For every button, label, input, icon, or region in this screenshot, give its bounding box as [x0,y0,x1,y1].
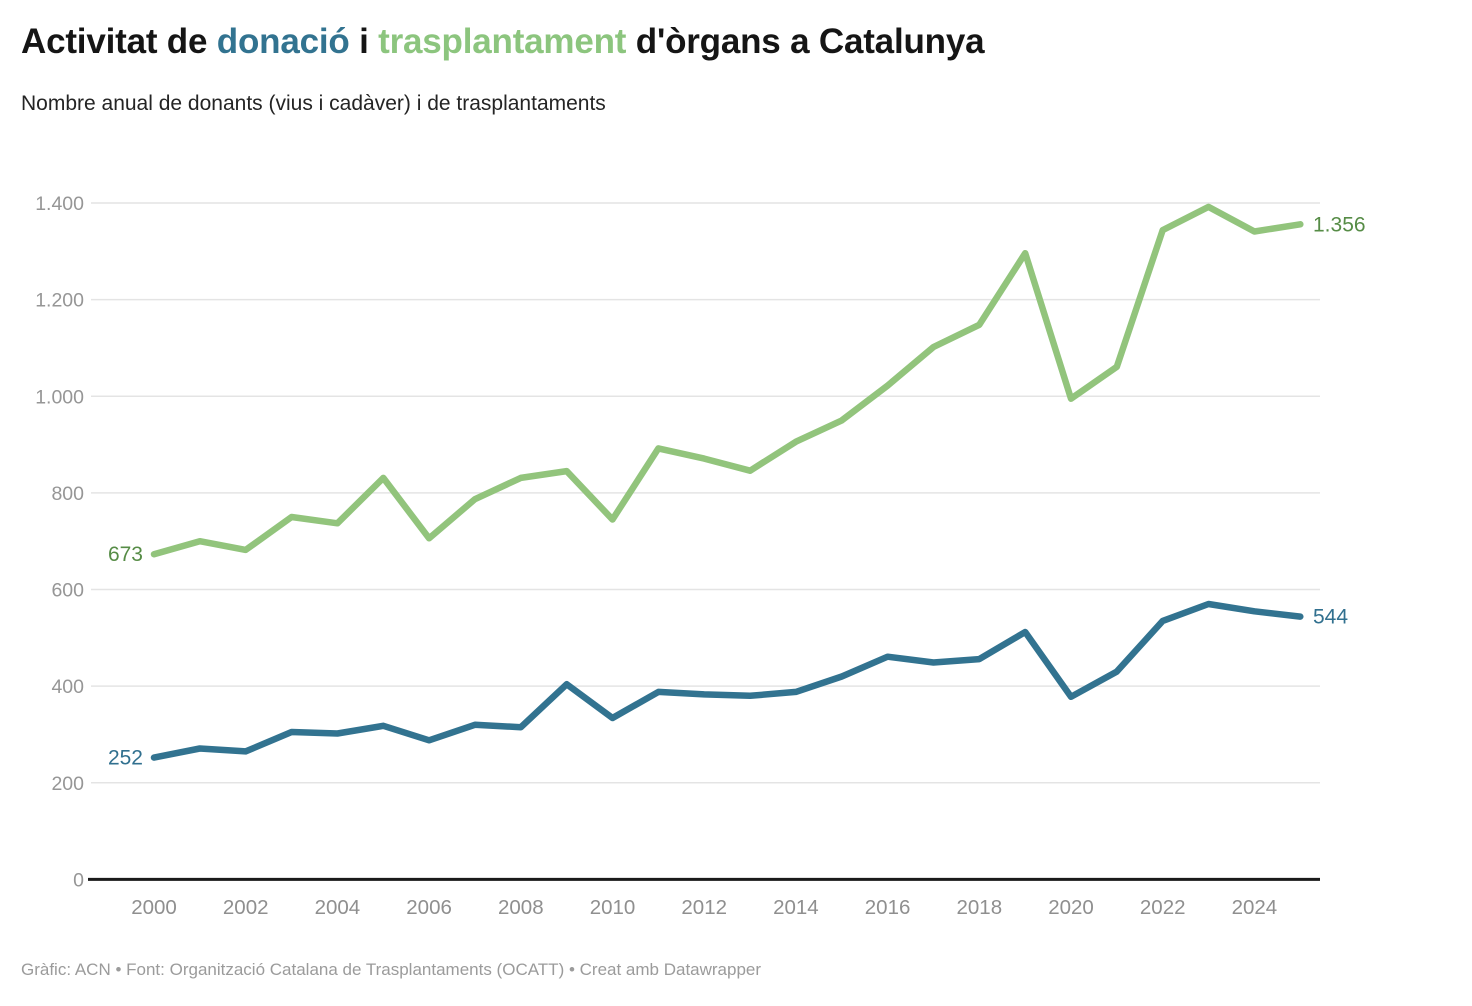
title-text-3: d'òrgans a Catalunya [626,22,985,61]
x-axis-label-2014: 2014 [773,896,819,919]
y-axis-label-600: 600 [51,580,84,602]
x-axis-label-2000: 2000 [131,896,177,919]
series-line-donants [150,600,1304,761]
x-axis-label-2006: 2006 [406,896,452,919]
title-highlight-trasplantament: trasplantament [378,22,627,61]
x-axis-label-2018: 2018 [956,896,1002,919]
y-axis-label-1400: 1.400 [35,193,84,215]
y-axis-label-1000: 1.000 [35,386,84,408]
x-axis-label-2008: 2008 [498,896,544,919]
y-axis-label-400: 400 [51,676,84,698]
title-text-1: Activitat de [21,22,217,61]
chart-subtitle: Nombre anual de donants (vius i cadàver)… [21,92,606,115]
chart-source-footer: Gràfic: ACN • Font: Organització Catalan… [21,960,762,979]
x-axis-label-2022: 2022 [1140,896,1186,919]
page-title: Activitat de donació i trasplantament d'… [21,22,985,62]
x-axis-label-2012: 2012 [681,896,727,919]
series-end-label-donants: 544 [1313,606,1348,629]
x-axis-label-2024: 2024 [1232,896,1278,919]
x-axis-label-2004: 2004 [315,896,361,919]
series-start-label-donants: 252 [108,747,143,770]
series-line-trasplantaments [150,203,1304,558]
x-axis-label-2002: 2002 [223,896,269,919]
y-axis-label-800: 800 [51,483,84,505]
y-axis-label-1200: 1.200 [35,290,84,312]
title-text-2: i [349,22,379,61]
y-axis-label-0: 0 [73,869,84,891]
series-start-label-trasplantaments: 673 [108,543,143,566]
x-axis-label-2010: 2010 [590,896,636,919]
x-axis-label-2020: 2020 [1048,896,1094,919]
series-end-label-trasplantaments: 1.356 [1313,213,1366,236]
y-axis-label-200: 200 [51,773,84,795]
x-axis-label-2016: 2016 [865,896,911,919]
title-highlight-donacio: donació [216,22,350,61]
